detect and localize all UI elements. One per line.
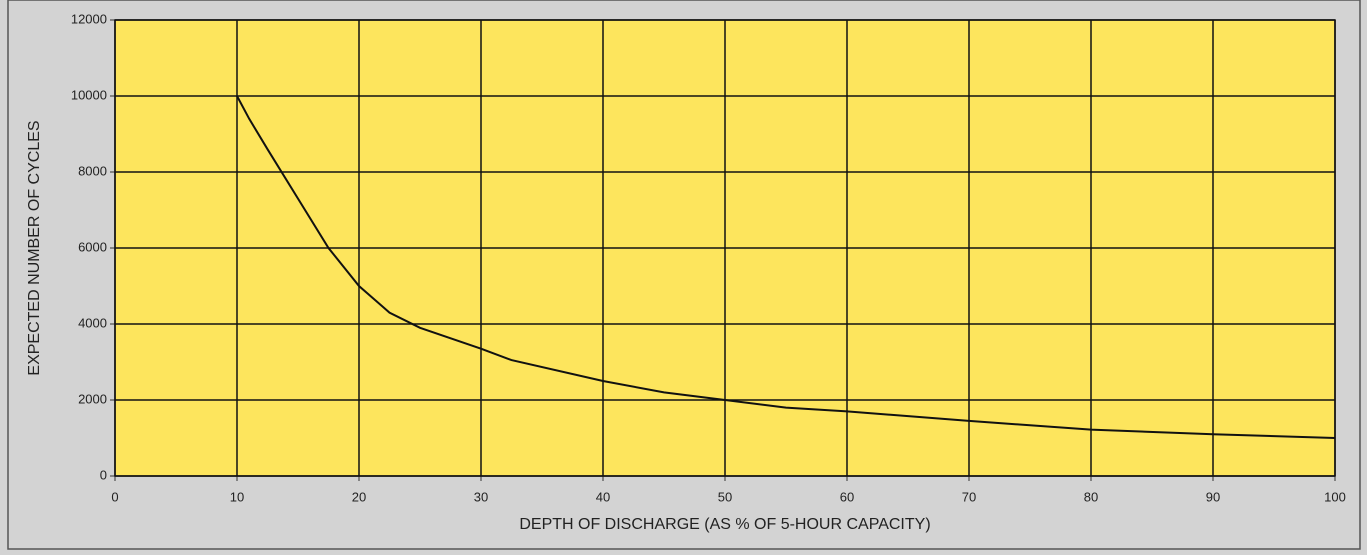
- x-tick-label: 20: [352, 489, 366, 504]
- x-tick-label: 50: [718, 489, 732, 504]
- data-line: [236, 95, 1336, 439]
- x-tick-label: 80: [1084, 489, 1098, 504]
- x-tick-label: 0: [111, 489, 118, 504]
- y-tick-label: 2000: [78, 391, 107, 406]
- x-tick-label: 100: [1324, 489, 1346, 504]
- x-tick-label: 60: [840, 489, 854, 504]
- y-axis-title: EXPECTED NUMBER OF CYCLES: [26, 120, 43, 375]
- y-tick-label: 6000: [78, 239, 107, 254]
- x-tick-label: 10: [230, 489, 244, 504]
- x-tick-label: 70: [962, 489, 976, 504]
- x-tick-label: 30: [474, 489, 488, 504]
- y-tick-label: 10000: [71, 87, 107, 102]
- y-tick-label: 4000: [78, 315, 107, 330]
- x-tick-label: 90: [1206, 489, 1220, 504]
- x-axis-title: DEPTH OF DISCHARGE (AS % OF 5-HOUR CAPAC…: [519, 516, 930, 533]
- y-tick-label: 8000: [78, 163, 107, 178]
- x-tick-label: 40: [596, 489, 610, 504]
- plot-border: [114, 19, 1336, 477]
- y-tick-label: 0: [100, 467, 107, 482]
- y-tick-label: 12000: [71, 11, 107, 26]
